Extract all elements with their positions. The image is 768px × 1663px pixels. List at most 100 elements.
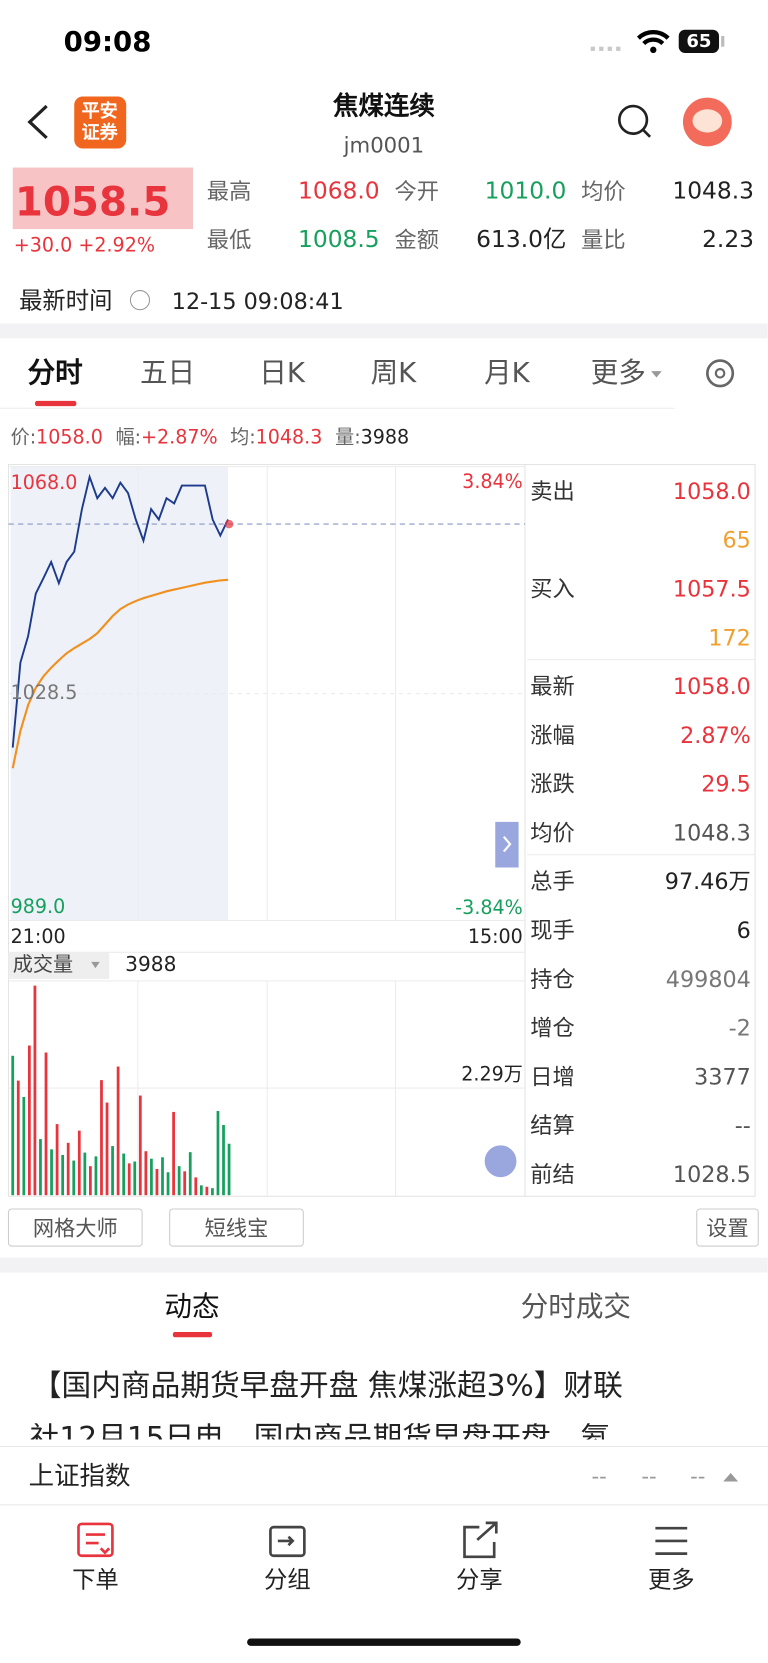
- book-value: 1028.5: [672, 1161, 751, 1188]
- clock: 09:08: [63, 26, 152, 59]
- book-value: 3377: [694, 1064, 751, 1090]
- code: jm0001: [343, 132, 425, 159]
- book-value: 2.87%: [680, 722, 751, 749]
- volume-bar: [155, 1168, 159, 1196]
- expand-button[interactable]: [484, 1145, 517, 1178]
- stat-label: 今开: [394, 178, 440, 205]
- book-value: 97.46万: [664, 869, 751, 895]
- volume-arrow: [91, 961, 100, 969]
- stat-value: 1068.0: [298, 178, 380, 205]
- search-button[interactable]: [618, 104, 649, 135]
- volume-bar: [211, 1188, 214, 1196]
- change: +30.0 +2.92%: [13, 234, 155, 257]
- time-label: 最新时间: [19, 288, 113, 315]
- tool-button[interactable]: 网格大师: [32, 1215, 118, 1241]
- chart-frame: [7, 463, 756, 1197]
- logo-text: 证券: [81, 122, 118, 144]
- volume-bar: [16, 1080, 20, 1196]
- volume-bar: [33, 985, 37, 1196]
- stat-label: 最高: [206, 178, 252, 205]
- settings-button[interactable]: [706, 359, 735, 388]
- volume-bar: [11, 1055, 15, 1196]
- volume-bar: [133, 1161, 137, 1196]
- battery-tip: [721, 36, 725, 47]
- info-label: 量:: [335, 426, 361, 449]
- book-value: 1057.5: [672, 576, 751, 602]
- volume-bar: [94, 1156, 98, 1196]
- book-label: 涨跌: [530, 771, 575, 797]
- stat-label: 均价: [581, 178, 626, 205]
- volume-bar: [122, 1153, 126, 1196]
- volume-bar: [100, 1080, 103, 1196]
- index-value: --: [591, 1463, 607, 1489]
- book-value: --: [734, 1112, 751, 1139]
- tab[interactable]: 日K: [259, 357, 305, 390]
- book-label: 总手: [530, 869, 575, 895]
- time-value: 12-15 09:08:41: [171, 288, 344, 315]
- news-tab[interactable]: 动态: [164, 1291, 220, 1324]
- battery-level: 65: [686, 31, 712, 53]
- pct-label: 3.84%: [462, 470, 523, 494]
- button-frames: [7, 1208, 759, 1247]
- book-value: 6: [736, 917, 751, 944]
- volume-bar: [39, 1139, 42, 1196]
- tab[interactable]: 更多: [590, 357, 646, 390]
- y-tick-label: 1068.0: [10, 471, 78, 495]
- news-tab-underline: [172, 1331, 213, 1338]
- volume-current: 3988: [125, 952, 177, 977]
- book-label: 结算: [530, 1112, 575, 1139]
- stat-value: 2.23: [702, 226, 755, 254]
- avatar-face: [692, 109, 723, 133]
- book-label: 持仓: [530, 966, 575, 993]
- back-button[interactable]: [27, 104, 48, 140]
- stat-value: 613.0亿: [476, 226, 567, 254]
- info-icon[interactable]: [129, 290, 151, 311]
- volume-bar: [172, 1111, 175, 1196]
- volume-bar: [177, 1166, 181, 1196]
- volume-bar: [166, 1172, 170, 1196]
- info-label: 幅:: [115, 426, 142, 449]
- book-value: 1048.3: [672, 820, 751, 846]
- tab[interactable]: 周K: [370, 357, 417, 390]
- volume-bar: [77, 1130, 81, 1196]
- x-label: 21:00: [10, 925, 66, 949]
- volume-selector[interactable]: [8, 952, 110, 979]
- book-value: -2: [728, 1015, 751, 1041]
- tab[interactable]: 月K: [484, 357, 530, 390]
- volume-bar: [138, 1095, 142, 1196]
- volume-bar: [66, 1142, 70, 1196]
- volume-bar: [205, 1186, 209, 1196]
- stat-value: 1048.3: [672, 178, 755, 205]
- nav-item[interactable]: 分组: [264, 1567, 311, 1594]
- index-value: --: [690, 1463, 706, 1489]
- logo: [74, 96, 127, 149]
- index-toggle[interactable]: [723, 1473, 739, 1482]
- volume-bar: [222, 1125, 225, 1196]
- tab[interactable]: 分时: [27, 357, 83, 390]
- info-value: 1048.3: [255, 426, 323, 449]
- volume-bar: [227, 1143, 231, 1196]
- volume-bar: [27, 1045, 31, 1196]
- index-name: 上证指数: [28, 1461, 131, 1492]
- volume-bar: [44, 1052, 48, 1196]
- separator: [0, 1257, 768, 1273]
- news-text: 【国内商品期货早盘开盘 焦煤涨超3%】财联: [31, 1368, 623, 1404]
- last-point: [224, 519, 234, 529]
- y-tick-label: 989.0: [10, 896, 66, 919]
- nav-icons: [77, 1521, 688, 1559]
- tool-button[interactable]: 短线宝: [204, 1215, 269, 1241]
- stat-value: 1010.0: [484, 178, 567, 205]
- pct-label: -3.84%: [455, 897, 523, 920]
- panel-toggle[interactable]: [495, 821, 519, 868]
- stat-label: 金额: [394, 227, 440, 253]
- nav-item[interactable]: 下单: [72, 1567, 119, 1594]
- wifi-dot: [650, 46, 657, 54]
- price-box: [12, 167, 194, 230]
- nav-item[interactable]: 分享: [456, 1567, 503, 1594]
- nav-item[interactable]: 更多: [647, 1567, 695, 1594]
- news-tab[interactable]: 分时成交: [520, 1291, 632, 1324]
- tool-button[interactable]: 设置: [706, 1215, 749, 1241]
- volume-bar: [83, 1152, 87, 1196]
- tab[interactable]: 五日: [139, 357, 196, 390]
